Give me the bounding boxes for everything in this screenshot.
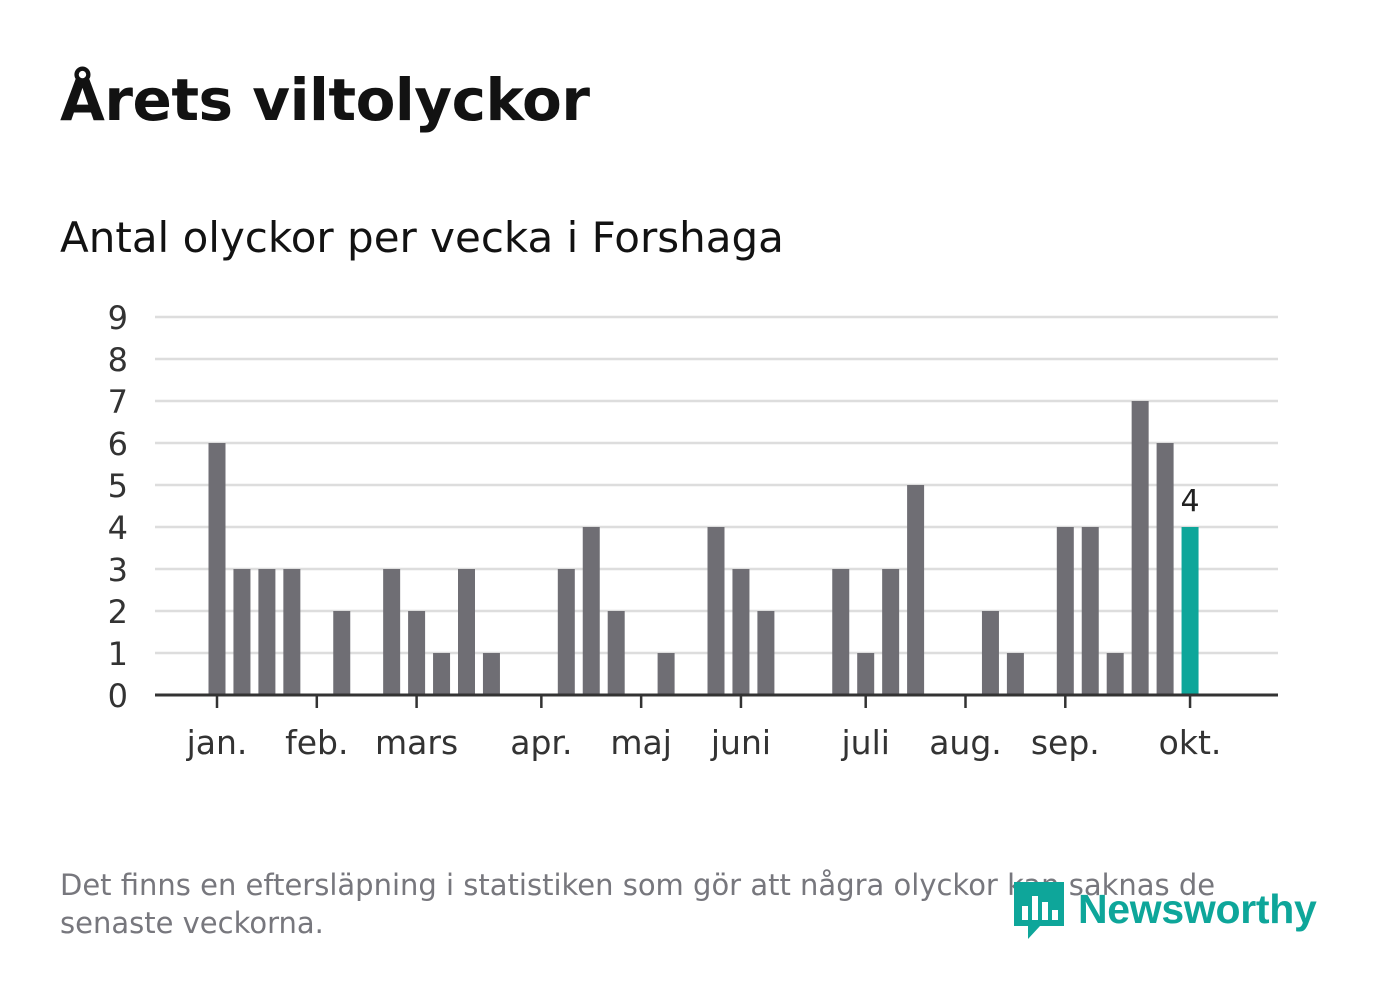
y-tick-label-5: 5 — [108, 467, 128, 505]
bar-v19 — [657, 653, 675, 695]
x-tick-label-mars: mars — [375, 723, 458, 762]
x-tick-label-maj: maj — [610, 723, 672, 762]
x-tick-label-okt.: okt. — [1159, 723, 1222, 762]
bar-v6 — [333, 611, 351, 695]
y-tick-label-6: 6 — [108, 425, 128, 463]
x-tick-label-juni: juni — [710, 723, 771, 762]
bar-v26 — [832, 569, 850, 695]
y-tick-label-3: 3 — [108, 551, 128, 589]
x-tick-label-juli: juli — [840, 723, 889, 762]
bar-v32 — [981, 611, 999, 695]
bar-chart: 0 1 2 3 4 5 6 7 8 9 4 jan. feb. mars apr. maj juni juli au… — [108, 299, 1278, 762]
chart-title: Årets viltolyckor — [60, 66, 590, 134]
newsworthy-logo-icon — [1014, 882, 1064, 939]
bar-v16 — [582, 527, 600, 695]
chart-subtitle: Antal olyckor per vecka i Forshaga — [60, 213, 784, 262]
bar-v38 — [1131, 401, 1149, 695]
bar-v22 — [732, 569, 750, 695]
newsworthy-logo[interactable]: Newsworthy — [1010, 874, 1317, 944]
y-tick-label-7: 7 — [108, 383, 128, 421]
bar-v39 — [1156, 443, 1174, 695]
x-tick-label-jan.: jan. — [186, 723, 248, 762]
x-tick-label-sep.: sep. — [1031, 723, 1100, 762]
bar-v28 — [882, 569, 900, 695]
bar-v23 — [757, 611, 775, 695]
x-tick-label-apr.: apr. — [510, 723, 572, 762]
bar-v17 — [607, 611, 625, 695]
x-tick-label-aug.: aug. — [929, 723, 1002, 762]
bar-v29 — [907, 485, 925, 695]
bar-v36 — [1081, 527, 1099, 695]
y-tick-label-0: 0 — [108, 677, 128, 715]
bar-v27 — [857, 653, 875, 695]
bar-v33 — [1006, 653, 1024, 695]
x-tick-label-feb.: feb. — [285, 723, 348, 762]
y-tick-label-4: 4 — [108, 509, 128, 547]
highlight-value-label: 4 — [1181, 484, 1200, 519]
y-tick-label-8: 8 — [108, 341, 128, 379]
logo-text: Newsworthy — [1078, 885, 1317, 932]
bar-v1 — [208, 443, 226, 695]
bar-v8 — [383, 569, 401, 695]
bar-highlight-v40 — [1181, 527, 1199, 695]
y-tick-label-9: 9 — [108, 299, 128, 337]
bar-v35 — [1056, 527, 1074, 695]
bar-v37 — [1106, 653, 1124, 695]
y-tick-label-2: 2 — [108, 593, 128, 631]
y-tick-label-1: 1 — [108, 635, 128, 673]
bar-v15 — [557, 569, 575, 695]
bar-v3 — [258, 569, 276, 695]
bar-v12 — [482, 653, 500, 695]
bar-v4 — [283, 569, 301, 695]
bar-v9 — [408, 611, 426, 695]
bar-v11 — [458, 569, 475, 695]
bar-v21 — [707, 527, 725, 695]
bar-v2 — [233, 569, 251, 695]
bar-v10 — [433, 653, 451, 695]
